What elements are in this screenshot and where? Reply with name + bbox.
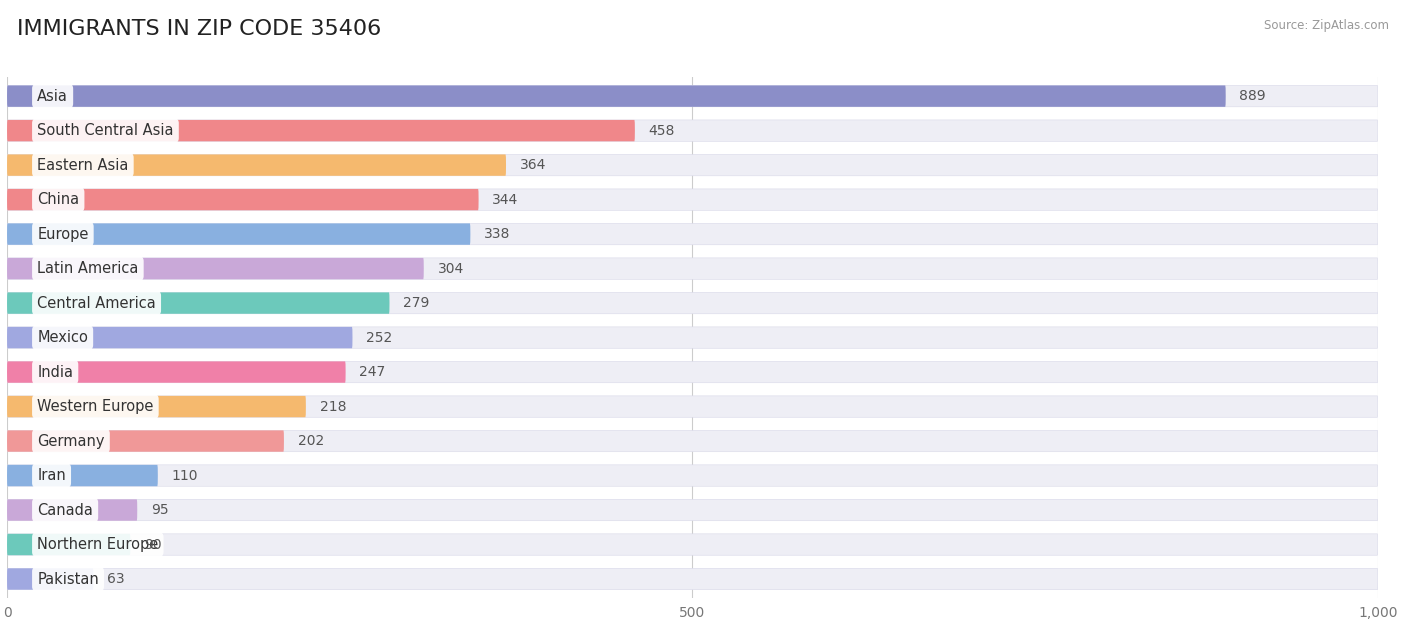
FancyBboxPatch shape [7,568,93,590]
Text: 95: 95 [150,503,169,517]
Text: 338: 338 [484,227,510,241]
FancyBboxPatch shape [7,465,1378,486]
Text: Source: ZipAtlas.com: Source: ZipAtlas.com [1264,19,1389,32]
Text: 63: 63 [107,572,125,586]
FancyBboxPatch shape [7,534,1378,555]
Text: India: India [37,365,73,379]
FancyBboxPatch shape [7,327,353,349]
FancyBboxPatch shape [7,154,506,176]
FancyBboxPatch shape [7,361,346,383]
FancyBboxPatch shape [7,430,284,452]
FancyBboxPatch shape [7,293,1378,314]
Text: 364: 364 [520,158,546,172]
Text: 279: 279 [404,296,430,310]
FancyBboxPatch shape [7,223,471,245]
FancyBboxPatch shape [7,396,1378,417]
Text: Germany: Germany [37,433,104,449]
FancyBboxPatch shape [7,500,138,521]
Text: Canada: Canada [37,503,93,518]
Text: 202: 202 [298,434,323,448]
Text: 247: 247 [360,365,385,379]
FancyBboxPatch shape [7,120,1378,141]
FancyBboxPatch shape [7,293,389,314]
Text: South Central Asia: South Central Asia [37,123,174,138]
FancyBboxPatch shape [7,223,1378,245]
FancyBboxPatch shape [7,258,423,279]
Text: Central America: Central America [37,296,156,311]
Text: 110: 110 [172,469,198,482]
FancyBboxPatch shape [7,361,1378,383]
FancyBboxPatch shape [7,327,1378,349]
FancyBboxPatch shape [7,258,1378,279]
Text: Northern Europe: Northern Europe [37,537,159,552]
FancyBboxPatch shape [7,86,1226,107]
FancyBboxPatch shape [7,120,636,141]
Text: 218: 218 [319,399,346,413]
Text: Europe: Europe [37,226,89,242]
Text: Iran: Iran [37,468,66,483]
FancyBboxPatch shape [7,154,1378,176]
Text: 889: 889 [1240,89,1265,103]
Text: Mexico: Mexico [37,330,89,345]
Text: Western Europe: Western Europe [37,399,153,414]
FancyBboxPatch shape [7,430,1378,452]
Text: 304: 304 [437,262,464,276]
Text: Eastern Asia: Eastern Asia [37,158,128,172]
Text: China: China [37,192,79,207]
FancyBboxPatch shape [7,86,1378,107]
FancyBboxPatch shape [7,568,1378,590]
FancyBboxPatch shape [7,189,478,210]
FancyBboxPatch shape [7,189,1378,210]
Text: Latin America: Latin America [37,261,139,276]
FancyBboxPatch shape [7,465,157,486]
FancyBboxPatch shape [7,396,307,417]
Text: 252: 252 [366,331,392,345]
FancyBboxPatch shape [7,500,1378,521]
Text: Pakistan: Pakistan [37,572,98,586]
Text: IMMIGRANTS IN ZIP CODE 35406: IMMIGRANTS IN ZIP CODE 35406 [17,19,381,39]
Text: 344: 344 [492,193,519,206]
FancyBboxPatch shape [7,534,131,555]
Text: Asia: Asia [37,89,67,104]
Text: 90: 90 [143,538,162,552]
Text: 458: 458 [648,123,675,138]
